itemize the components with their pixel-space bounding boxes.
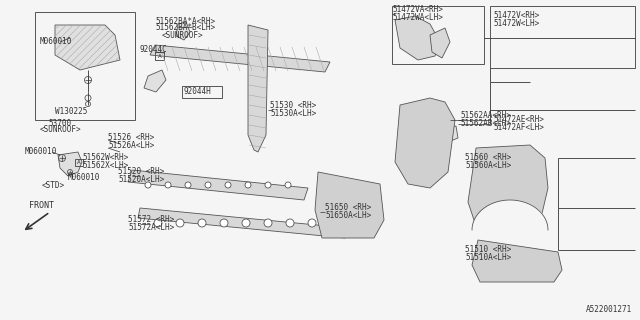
Text: 51530 <RH>: 51530 <RH> <box>270 101 316 110</box>
Circle shape <box>145 182 151 188</box>
Polygon shape <box>395 98 455 188</box>
Circle shape <box>242 219 250 227</box>
Text: 51562AB<LH>: 51562AB<LH> <box>460 119 511 129</box>
Text: 51530A<LH>: 51530A<LH> <box>270 109 316 118</box>
Text: 51562BA*B<LH>: 51562BA*B<LH> <box>155 23 215 33</box>
Text: M060010: M060010 <box>40 37 72 46</box>
Text: 51572 <RH>: 51572 <RH> <box>128 215 174 225</box>
Polygon shape <box>443 126 458 142</box>
Text: 51510A<LH>: 51510A<LH> <box>465 253 511 262</box>
Text: 92044H: 92044H <box>183 87 211 97</box>
Text: 51650 <RH>: 51650 <RH> <box>325 204 371 212</box>
Text: 51520 <RH>: 51520 <RH> <box>118 167 164 177</box>
Text: 51472AF<LH>: 51472AF<LH> <box>493 124 544 132</box>
Polygon shape <box>315 172 384 238</box>
Circle shape <box>220 219 228 227</box>
Circle shape <box>286 219 294 227</box>
Polygon shape <box>176 22 190 40</box>
Circle shape <box>285 182 291 188</box>
Text: <STD>: <STD> <box>42 181 65 190</box>
Text: A: A <box>77 160 81 165</box>
Text: 51572A<LH>: 51572A<LH> <box>128 223 174 233</box>
Text: 51562AA<RH>: 51562AA<RH> <box>460 111 511 121</box>
Polygon shape <box>248 25 268 152</box>
Text: 51472VA<RH>: 51472VA<RH> <box>392 5 443 14</box>
Text: 51526A<LH>: 51526A<LH> <box>108 141 154 150</box>
Circle shape <box>330 219 338 227</box>
Circle shape <box>154 219 162 227</box>
Circle shape <box>198 219 206 227</box>
Text: 51472W<LH>: 51472W<LH> <box>493 19 540 28</box>
Text: 51526 <RH>: 51526 <RH> <box>108 133 154 142</box>
Text: 51520A<LH>: 51520A<LH> <box>118 175 164 185</box>
Circle shape <box>205 182 211 188</box>
Polygon shape <box>430 28 450 58</box>
Text: 51472WA<LH>: 51472WA<LH> <box>392 13 443 22</box>
Text: 51560 <RH>: 51560 <RH> <box>465 154 511 163</box>
Text: M060010: M060010 <box>68 173 100 182</box>
Text: 51510 <RH>: 51510 <RH> <box>465 245 511 254</box>
Circle shape <box>264 219 272 227</box>
Polygon shape <box>128 170 308 200</box>
Circle shape <box>308 219 316 227</box>
Circle shape <box>176 219 184 227</box>
Circle shape <box>225 182 231 188</box>
Bar <box>155 52 164 60</box>
Bar <box>490 6 635 68</box>
Text: <SUNROOF>: <SUNROOF> <box>162 30 204 39</box>
Text: 92044C: 92044C <box>140 44 168 53</box>
Polygon shape <box>428 116 450 136</box>
Polygon shape <box>55 25 120 70</box>
Circle shape <box>265 182 271 188</box>
Polygon shape <box>150 45 330 72</box>
Text: FRONT: FRONT <box>29 202 54 211</box>
Polygon shape <box>138 208 348 238</box>
Text: 51472AE<RH>: 51472AE<RH> <box>493 116 544 124</box>
Polygon shape <box>472 240 562 282</box>
Bar <box>392 6 484 64</box>
Polygon shape <box>395 16 440 60</box>
Circle shape <box>245 182 251 188</box>
Text: M060010: M060010 <box>25 148 58 156</box>
Text: 51650A<LH>: 51650A<LH> <box>325 212 371 220</box>
Text: 51472V<RH>: 51472V<RH> <box>493 11 540 20</box>
Text: 51562W<RH>: 51562W<RH> <box>82 154 128 163</box>
Text: W130225: W130225 <box>55 108 88 116</box>
Circle shape <box>185 182 191 188</box>
Text: 51562BA*A<RH>: 51562BA*A<RH> <box>155 17 215 26</box>
Text: 53700: 53700 <box>49 119 72 129</box>
Polygon shape <box>144 70 166 92</box>
Bar <box>182 86 222 98</box>
Polygon shape <box>58 152 82 176</box>
Polygon shape <box>468 145 548 242</box>
Text: <SUNROOF>: <SUNROOF> <box>39 125 81 134</box>
Bar <box>75 159 83 166</box>
Text: 51562X<LH>: 51562X<LH> <box>82 162 128 171</box>
Text: A522001271: A522001271 <box>586 305 632 314</box>
Text: 51560A<LH>: 51560A<LH> <box>465 162 511 171</box>
Text: A: A <box>157 53 161 59</box>
Bar <box>35 12 135 120</box>
Circle shape <box>165 182 171 188</box>
